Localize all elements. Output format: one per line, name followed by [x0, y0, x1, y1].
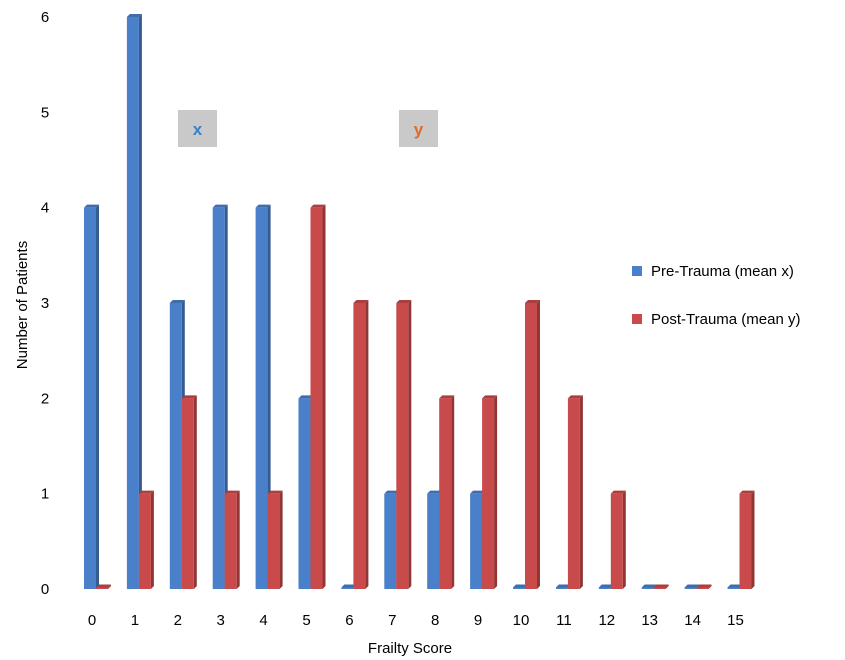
x-axis-label: Frailty Score	[368, 640, 452, 657]
annotation-x: x	[178, 110, 217, 147]
post-trauma-bar-4	[267, 490, 283, 589]
annotation-y: y	[399, 110, 438, 147]
post-trauma-bar-3	[224, 490, 240, 589]
legend-swatch	[632, 314, 642, 324]
x-tick-label: 0	[88, 612, 96, 629]
post-trauma-bar-14	[696, 584, 712, 589]
x-tick-label: 7	[388, 612, 396, 629]
x-tick-label: 8	[431, 612, 439, 629]
annotation-text: x	[193, 120, 203, 139]
x-tick-label: 6	[345, 612, 353, 629]
y-tick-label: 5	[41, 104, 49, 121]
legend: Pre-Trauma (mean x) Post-Trauma (mean y)	[632, 263, 800, 328]
annotation-text: y	[414, 120, 424, 139]
x-tick-label: 2	[174, 612, 182, 629]
legend-label: Pre-Trauma (mean x)	[651, 263, 794, 280]
x-tick-label: 5	[302, 612, 310, 629]
post-trauma-bar-11	[567, 395, 583, 589]
post-trauma-bar-15	[739, 490, 755, 589]
post-trauma-bar-8	[439, 395, 455, 589]
x-tick-labels: 0 1 2 3 4 5 6 7 8 9 10 11 12 13 14 15	[88, 612, 744, 629]
pre-trauma-bar-1	[126, 14, 142, 589]
post-trauma-bar-12	[610, 490, 626, 589]
post-trauma-bar-10	[525, 300, 540, 589]
y-tick-label: 6	[41, 9, 49, 26]
y-tick-labels: 0 1 2 3 4 5 6	[41, 9, 49, 598]
legend-swatch	[632, 266, 642, 276]
x-tick-label: 9	[474, 612, 482, 629]
x-tick-label: 1	[131, 612, 139, 629]
post-trauma-bar-13	[653, 584, 669, 589]
post-trauma-bar-5	[310, 204, 326, 589]
post-trauma-bar-1	[138, 490, 154, 589]
post-trauma-bar-2	[181, 395, 197, 589]
pre-trauma-bar-0	[84, 204, 99, 589]
post-trauma-bar-9	[482, 395, 498, 589]
post-trauma-bar-6	[353, 300, 369, 589]
bars-group	[84, 14, 755, 589]
y-axis-label: Number of Patients	[14, 241, 31, 369]
y-tick-label: 0	[41, 581, 49, 598]
x-tick-label: 13	[641, 612, 658, 629]
x-tick-label: 11	[556, 612, 572, 629]
x-tick-label: 15	[727, 612, 744, 629]
x-tick-label: 3	[217, 612, 225, 629]
y-tick-label: 1	[41, 486, 49, 503]
post-trauma-bar-0	[96, 584, 111, 589]
y-tick-label: 3	[41, 295, 49, 312]
x-tick-label: 14	[684, 612, 701, 629]
legend-label: Post-Trauma (mean y)	[651, 311, 800, 328]
x-tick-label: 4	[259, 612, 267, 629]
x-tick-label: 12	[598, 612, 615, 629]
x-tick-label: 10	[513, 612, 530, 629]
y-tick-label: 2	[41, 390, 49, 407]
y-tick-label: 4	[41, 200, 49, 217]
post-trauma-bar-7	[396, 300, 412, 589]
